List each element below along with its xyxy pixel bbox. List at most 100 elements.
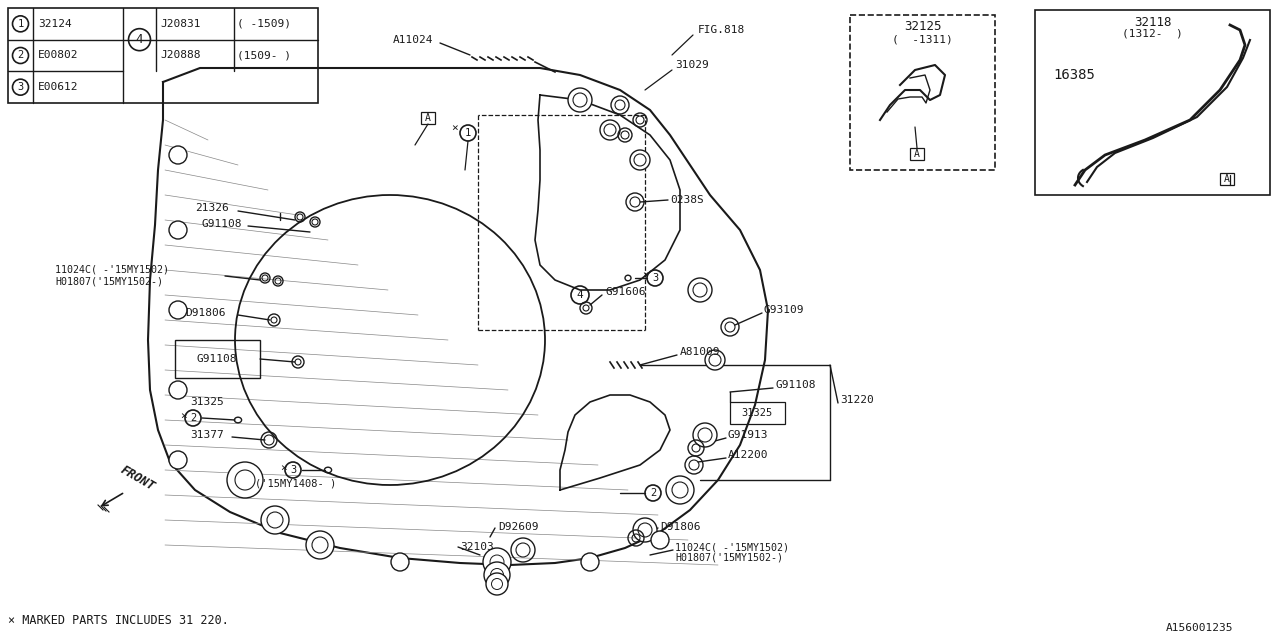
Text: 3: 3 — [18, 82, 23, 92]
Text: 0238S: 0238S — [669, 195, 704, 205]
Text: A156001235: A156001235 — [1166, 623, 1234, 633]
Polygon shape — [535, 95, 680, 290]
Bar — [850, 15, 995, 170]
Bar — [421, 112, 435, 124]
Bar — [1220, 173, 1234, 185]
Text: A: A — [425, 113, 431, 123]
Circle shape — [169, 301, 187, 319]
Text: 16385: 16385 — [1053, 68, 1094, 82]
Text: D92609: D92609 — [498, 522, 539, 532]
Text: 21326: 21326 — [195, 203, 229, 213]
Circle shape — [169, 451, 187, 469]
Circle shape — [630, 150, 650, 170]
Circle shape — [312, 537, 328, 553]
Text: G91913: G91913 — [728, 430, 768, 440]
Text: J20888: J20888 — [160, 51, 201, 61]
Text: ×: × — [451, 123, 458, 133]
Bar — [175, 340, 260, 378]
Text: A12200: A12200 — [728, 450, 768, 460]
Circle shape — [634, 518, 657, 542]
Text: G91108: G91108 — [774, 380, 815, 390]
Text: G91108: G91108 — [197, 354, 237, 364]
Circle shape — [227, 462, 262, 498]
Text: 4: 4 — [576, 290, 584, 300]
Text: E00612: E00612 — [38, 82, 78, 92]
Text: 4: 4 — [136, 33, 143, 46]
Polygon shape — [148, 68, 768, 565]
Circle shape — [705, 350, 724, 370]
Text: ('15MY1408- ): ('15MY1408- ) — [255, 479, 337, 489]
Circle shape — [600, 120, 620, 140]
Text: 3: 3 — [652, 273, 658, 283]
Circle shape — [581, 553, 599, 571]
Text: A: A — [1224, 174, 1230, 184]
Text: A81009: A81009 — [680, 347, 721, 357]
Bar — [910, 148, 924, 160]
Text: A: A — [914, 149, 920, 159]
Circle shape — [568, 88, 591, 112]
Bar — [730, 402, 785, 424]
Text: 31029: 31029 — [675, 60, 709, 70]
Text: 31325: 31325 — [741, 408, 773, 418]
Circle shape — [666, 476, 694, 504]
Circle shape — [573, 93, 588, 107]
Circle shape — [637, 523, 652, 537]
Circle shape — [390, 553, 410, 571]
Circle shape — [692, 283, 707, 297]
Text: 32125: 32125 — [904, 20, 941, 33]
Text: ×: × — [180, 411, 187, 421]
Text: 1: 1 — [18, 19, 23, 29]
Circle shape — [169, 221, 187, 239]
Circle shape — [709, 354, 721, 366]
Circle shape — [672, 482, 689, 498]
Text: 31377: 31377 — [189, 430, 224, 440]
Polygon shape — [561, 395, 669, 490]
Bar — [1036, 10, 1270, 195]
Text: A11024: A11024 — [393, 35, 434, 45]
Text: 11024C( -'15MY1502): 11024C( -'15MY1502) — [675, 542, 788, 552]
Text: G91606: G91606 — [605, 287, 645, 297]
Text: 32103: 32103 — [460, 542, 494, 552]
Circle shape — [486, 573, 508, 595]
Text: H01807('15MY1502-): H01807('15MY1502-) — [675, 553, 783, 563]
Circle shape — [652, 531, 669, 549]
Text: ×: × — [643, 270, 648, 280]
Circle shape — [698, 428, 712, 442]
Text: D91806: D91806 — [186, 308, 225, 318]
Text: 32124: 32124 — [38, 19, 72, 29]
Text: 2: 2 — [650, 488, 657, 498]
Text: 2: 2 — [18, 51, 23, 61]
Text: G93109: G93109 — [764, 305, 805, 315]
Text: 3: 3 — [289, 465, 296, 475]
Text: (  -1311): ( -1311) — [892, 34, 952, 44]
Text: 2: 2 — [189, 413, 196, 423]
Circle shape — [268, 512, 283, 528]
Circle shape — [306, 531, 334, 559]
Circle shape — [169, 146, 187, 164]
Circle shape — [692, 423, 717, 447]
Text: H01807('15MY1502-): H01807('15MY1502-) — [55, 277, 163, 287]
Circle shape — [492, 557, 509, 575]
Text: × MARKED PARTS INCLUDES 31 220.: × MARKED PARTS INCLUDES 31 220. — [8, 614, 229, 627]
Text: ( -1509): ( -1509) — [237, 19, 291, 29]
Text: FRONT: FRONT — [118, 463, 157, 493]
Text: FIG.818: FIG.818 — [698, 25, 745, 35]
Circle shape — [236, 470, 255, 490]
Text: D91806: D91806 — [660, 522, 700, 532]
Circle shape — [261, 506, 289, 534]
Text: 1: 1 — [465, 128, 471, 138]
Circle shape — [169, 381, 187, 399]
Circle shape — [483, 548, 511, 576]
Text: E00802: E00802 — [38, 51, 78, 61]
Text: 31325: 31325 — [189, 397, 224, 407]
Circle shape — [604, 124, 616, 136]
Text: 31220: 31220 — [840, 395, 874, 405]
Text: 32118: 32118 — [1134, 15, 1171, 29]
Circle shape — [484, 562, 509, 588]
Circle shape — [634, 154, 646, 166]
Text: 11024C( -'15MY1502): 11024C( -'15MY1502) — [55, 265, 169, 275]
Text: G91108: G91108 — [202, 219, 242, 229]
Text: J20831: J20831 — [160, 19, 201, 29]
Text: ×: × — [280, 463, 287, 473]
Text: (1312-  ): (1312- ) — [1123, 29, 1183, 39]
